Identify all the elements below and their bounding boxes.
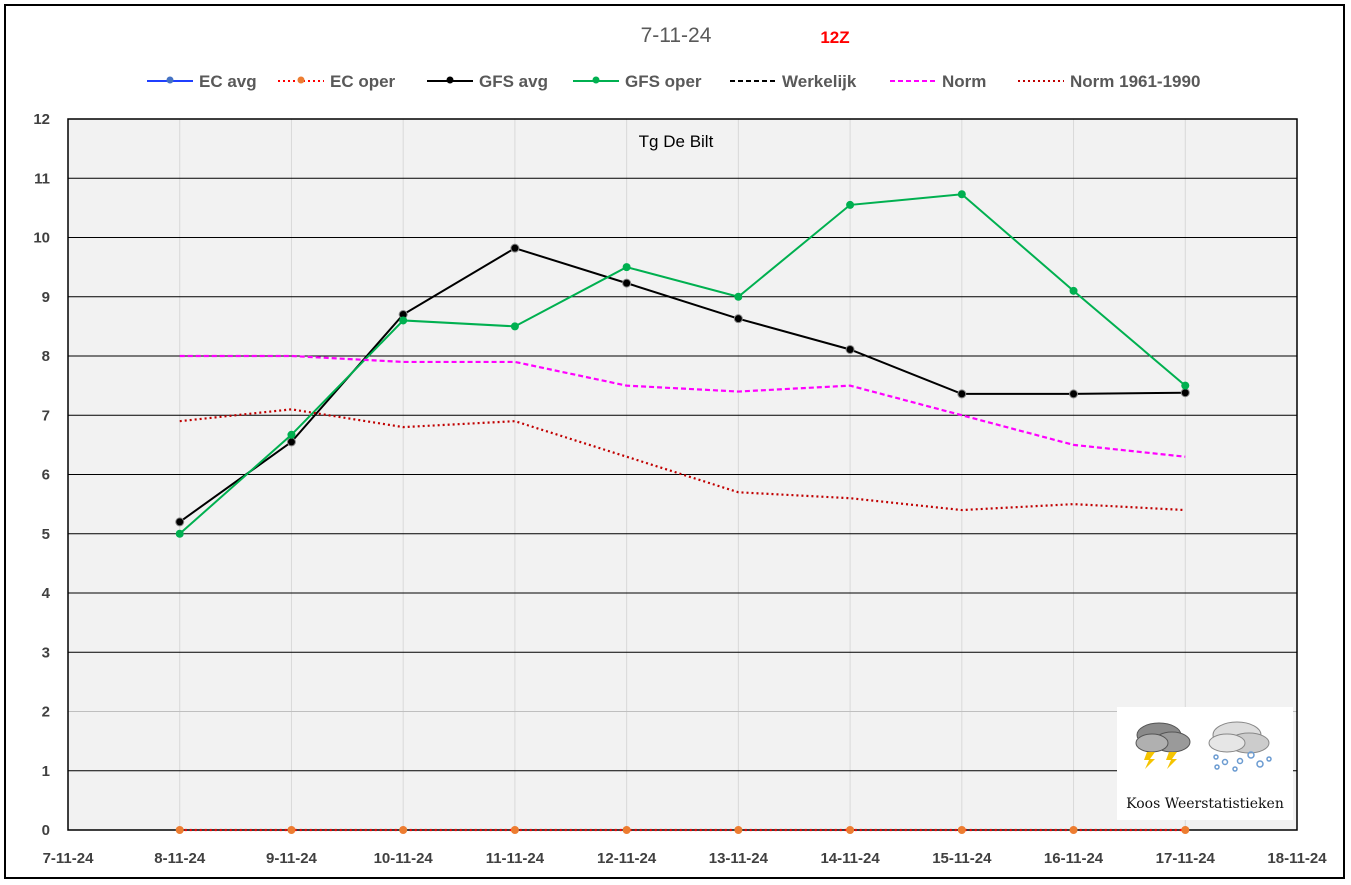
chart-frame (4, 4, 1345, 879)
legend-label-norm: Norm (942, 72, 986, 91)
legend-label-gfs-avg: GFS avg (479, 72, 548, 91)
data-point-ec-oper (734, 826, 743, 834)
data-point-gfs-oper (287, 430, 296, 439)
y-tick-label: 6 (42, 467, 50, 484)
data-point-gfs-oper (175, 529, 184, 538)
data-point-gfs-avg (622, 278, 632, 288)
x-tick-label: 17-11-24 (1156, 850, 1216, 867)
legend-label-ec-oper: EC oper (330, 72, 396, 91)
legend-marker-ec-oper (297, 76, 305, 84)
x-tick-label: 13-11-24 (709, 850, 769, 867)
data-point-gfs-oper (399, 316, 408, 325)
legend-marker-gfs-oper (592, 76, 600, 84)
data-point-ec-oper (1069, 826, 1078, 834)
y-tick-label: 4 (42, 585, 51, 602)
data-point-gfs-avg (733, 314, 743, 324)
x-tick-label: 14-11-24 (820, 850, 880, 867)
y-tick-label: 1 (42, 763, 50, 780)
data-point-ec-oper (175, 826, 184, 834)
y-tick-label: 12 (33, 111, 50, 128)
data-point-gfs-avg (1069, 389, 1079, 399)
series-line-gfs-oper (179, 193, 1186, 535)
snow-cloud-icon (1208, 721, 1272, 772)
data-point-gfs-oper (846, 200, 855, 209)
x-tick-label: 10-11-24 (374, 850, 434, 867)
legend-label-ec-avg: EC avg (199, 72, 257, 91)
x-tick-label: 8-11-24 (154, 850, 206, 867)
legend-label-norm-1961-1990: Norm 1961-1990 (1070, 72, 1200, 91)
data-point-gfs-avg (957, 389, 967, 399)
data-point-gfs-oper (510, 322, 519, 331)
y-tick-label: 11 (34, 170, 50, 187)
data-point-ec-oper (399, 826, 408, 834)
y-tick-label: 10 (33, 230, 50, 247)
data-point-ec-oper (846, 826, 855, 834)
weather-icons (1135, 721, 1272, 772)
data-point-gfs-avg (510, 243, 520, 253)
chart-title: 7-11-24 (641, 24, 712, 47)
logo: Koos Weerstatistieken (1117, 707, 1293, 820)
data-point-gfs-oper (957, 190, 966, 199)
data-point-gfs-oper (1069, 286, 1078, 295)
y-tick-label: 0 (42, 822, 50, 839)
x-tick-label: 11-11-24 (486, 850, 545, 867)
data-point-ec-oper (957, 826, 966, 834)
data-point-gfs-avg (1180, 388, 1190, 398)
x-tick-label: 15-11-24 (932, 850, 992, 867)
y-tick-label: 2 (42, 704, 50, 721)
data-point-gfs-oper (734, 292, 743, 301)
y-tick-label: 3 (42, 644, 50, 661)
x-tick-label: 12-11-24 (597, 850, 657, 867)
logo-text: Koos Weerstatistieken (1126, 796, 1284, 812)
x-tick-label: 18-11-24 (1267, 850, 1327, 867)
x-tick-label: 16-11-24 (1044, 850, 1104, 867)
y-tick-label: 8 (42, 348, 50, 365)
legend-label-gfs-oper: GFS oper (625, 72, 702, 91)
data-point-gfs-oper (622, 263, 631, 272)
series-line-norm (179, 354, 1186, 458)
y-tick-label: 9 (42, 289, 50, 306)
data-point-gfs-avg (175, 517, 185, 527)
x-tick-label: 7-11-24 (43, 850, 95, 867)
data-point-ec-oper (510, 826, 519, 834)
legend-marker-ec-avg (166, 76, 174, 84)
data-point-gfs-oper (1181, 381, 1190, 390)
data-point-gfs-avg (845, 344, 855, 354)
y-tick-label: 7 (42, 407, 50, 424)
data-point-ec-oper (1181, 826, 1190, 834)
data-point-ec-oper (622, 826, 631, 834)
plot-border (67, 118, 1298, 831)
y-tick-label: 5 (42, 526, 50, 543)
thunderstorm-cloud-icon (1135, 722, 1191, 769)
x-tick-label: 9-11-24 (266, 850, 318, 867)
run-label: 12Z (820, 28, 849, 47)
legend-marker-gfs-avg (446, 76, 454, 84)
chart-subtitle: Tg De Bilt (639, 132, 714, 151)
data-point-gfs-avg (286, 437, 296, 447)
data-point-ec-oper (287, 826, 296, 834)
legend-label-werkelijk: Werkelijk (782, 72, 857, 91)
